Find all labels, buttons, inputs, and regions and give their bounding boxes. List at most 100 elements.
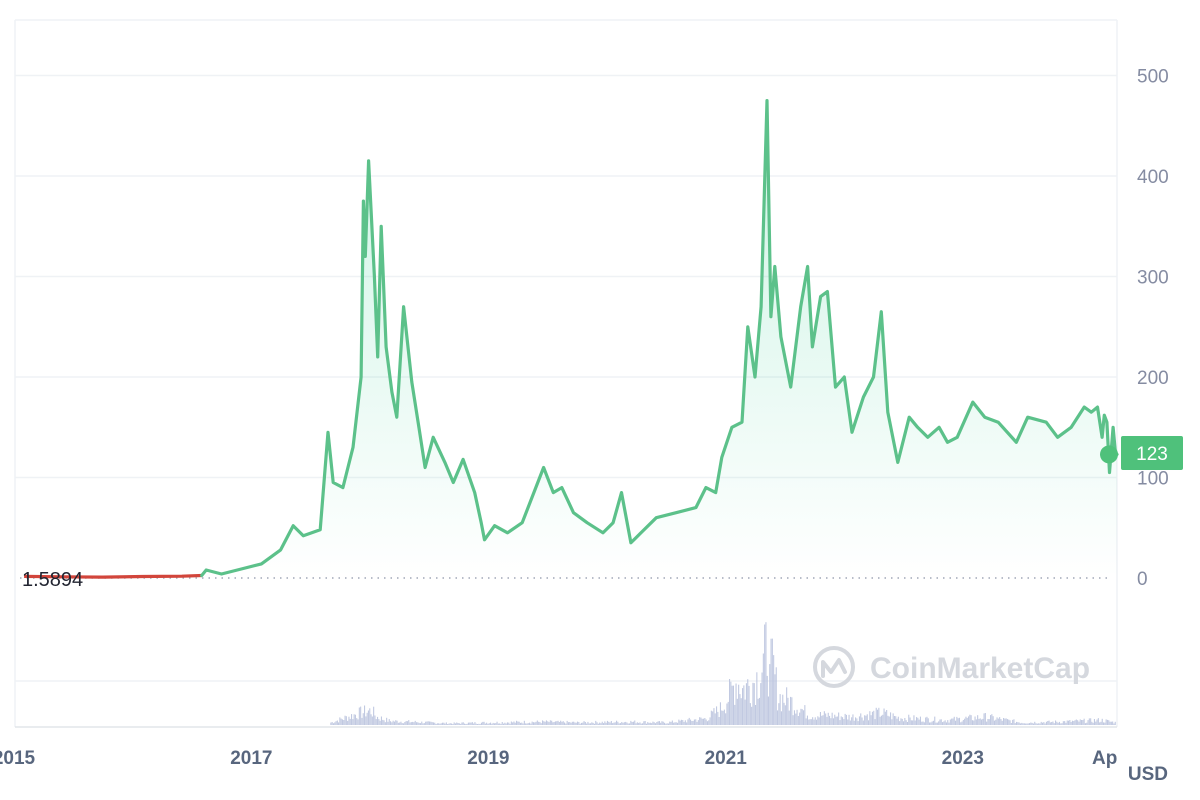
volume-bar xyxy=(565,723,567,725)
volume-bar xyxy=(440,723,442,725)
volume-bar xyxy=(871,711,873,725)
volume-bar xyxy=(634,720,636,725)
volume-bar xyxy=(700,717,702,725)
volume-bar xyxy=(1012,719,1014,725)
volume-bar xyxy=(621,722,623,725)
volume-bar xyxy=(619,723,621,725)
volume-bar xyxy=(686,722,688,725)
volume-bar xyxy=(925,717,927,725)
volume-bar xyxy=(492,722,494,725)
volume-bar xyxy=(932,720,934,725)
x-axis-ticks: 2015 2017 2019 2021 2023 Ap xyxy=(0,748,1117,769)
volume-bar xyxy=(532,722,534,725)
volume-bar xyxy=(879,716,881,725)
volume-bar xyxy=(365,716,367,725)
volume-bar xyxy=(545,720,547,725)
volume-bar xyxy=(616,720,618,725)
volume-bar xyxy=(792,715,794,725)
volume-bar xyxy=(783,702,785,725)
volume-bar xyxy=(813,719,815,725)
volume-bar xyxy=(1114,721,1116,725)
volume-bar xyxy=(687,719,689,725)
volume-bar xyxy=(1081,720,1083,725)
volume-bar xyxy=(390,721,392,725)
volume-bar xyxy=(638,722,640,725)
volume-bar xyxy=(1048,720,1050,725)
volume-bar xyxy=(753,683,755,725)
volume-bar xyxy=(456,722,458,725)
volume-bar xyxy=(412,721,414,725)
volume-bar xyxy=(648,722,650,725)
volume-bar xyxy=(617,721,619,725)
volume-bar xyxy=(1047,721,1049,725)
volume-bar xyxy=(952,718,954,725)
volume-bar xyxy=(743,685,745,725)
volume-bar xyxy=(1036,723,1038,725)
volume-bar xyxy=(1103,722,1105,725)
volume-bar xyxy=(853,720,855,725)
volume-bar xyxy=(796,709,798,725)
volume-bar xyxy=(1069,720,1071,725)
volume-bar xyxy=(870,715,872,725)
volume-bar xyxy=(477,724,479,725)
volume-bar xyxy=(856,718,858,725)
volume-bar xyxy=(684,720,686,725)
volume-bar xyxy=(1030,722,1032,725)
volume-bar xyxy=(645,723,647,725)
volume-bar xyxy=(1016,721,1018,725)
volume-bar xyxy=(1077,720,1079,725)
current-price-badge: 123 xyxy=(1121,436,1183,470)
volume-bar xyxy=(732,685,734,725)
volume-bar xyxy=(640,723,642,725)
volume-bar xyxy=(788,710,790,725)
volume-bar xyxy=(801,709,803,725)
volume-bar xyxy=(514,722,516,725)
volume-bar xyxy=(386,717,388,725)
volume-bar xyxy=(461,722,463,725)
volume-bar xyxy=(708,720,710,725)
volume-bar xyxy=(353,714,355,725)
volume-bar xyxy=(795,713,797,725)
volume-bar xyxy=(823,711,825,725)
volume-bar xyxy=(599,722,601,725)
volume-bar xyxy=(383,720,385,725)
volume-bar xyxy=(917,717,919,725)
volume-bar xyxy=(1088,718,1090,725)
volume-bar xyxy=(922,721,924,725)
volume-bar xyxy=(444,723,446,725)
volume-bar xyxy=(1031,722,1033,725)
volume-bar xyxy=(1051,722,1053,725)
volume-bar xyxy=(914,720,916,725)
volume-bar xyxy=(340,718,342,725)
volume-bar xyxy=(940,719,942,725)
volume-bar xyxy=(1022,723,1024,725)
volume-bar xyxy=(805,718,807,725)
volume-bar xyxy=(569,722,571,725)
volume-bar xyxy=(574,722,576,725)
volume-bar xyxy=(858,716,860,725)
volume-bar xyxy=(473,723,475,725)
volume-bar xyxy=(419,723,421,725)
volume-bar xyxy=(809,719,811,725)
volume-bar xyxy=(466,723,468,725)
volume-bar xyxy=(857,721,859,725)
volume-bar xyxy=(982,718,984,725)
volume-bar xyxy=(554,721,556,725)
volume-bar xyxy=(1091,721,1093,725)
volume-bar xyxy=(391,722,393,725)
volume-bar xyxy=(983,713,985,725)
volume-bar xyxy=(422,723,424,725)
volume-bar xyxy=(435,724,437,725)
volume-bar xyxy=(769,664,771,725)
x-tick-label: 2015 xyxy=(0,748,36,769)
volume-bar xyxy=(731,685,733,725)
volume-bar xyxy=(705,719,707,725)
volume-bar xyxy=(877,709,879,725)
volume-bar xyxy=(710,710,712,725)
volume-bar xyxy=(661,721,663,725)
volume-bar xyxy=(512,722,514,725)
volume-bar xyxy=(993,720,995,725)
volume-bar xyxy=(1065,722,1067,725)
volume-bar xyxy=(971,720,973,725)
volume-bar xyxy=(448,723,450,725)
